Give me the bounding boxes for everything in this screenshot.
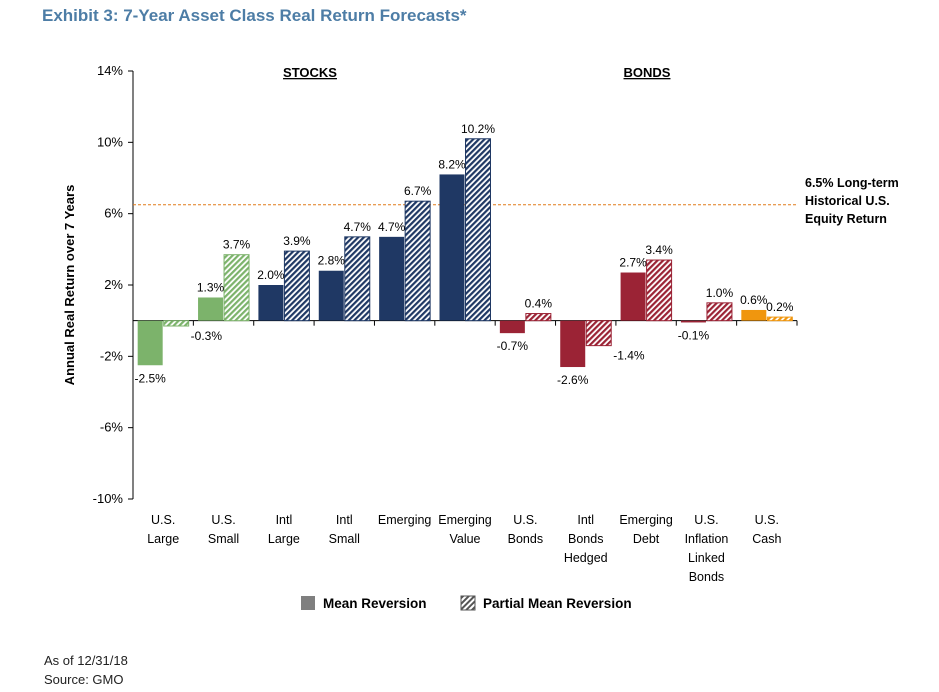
reference-line-label: Historical U.S. bbox=[805, 194, 890, 208]
category-label: Intl bbox=[577, 513, 594, 527]
category-label: Bonds bbox=[689, 570, 724, 584]
data-label: 2.0% bbox=[257, 268, 285, 282]
y-tick-label: -2% bbox=[100, 348, 124, 363]
section-label-stocks: STOCKS bbox=[283, 65, 337, 80]
data-label: 3.9% bbox=[283, 234, 311, 248]
reference-line-label: 6.5% Long-term bbox=[805, 176, 899, 190]
legend-swatch-mean bbox=[301, 596, 315, 610]
bar-chart: -10% -6% -2% 2% 6% 10% 14% Annual Real Return o… bbox=[62, 63, 899, 611]
data-label: 1.3% bbox=[197, 280, 225, 294]
data-label: 8.2% bbox=[438, 157, 466, 171]
category-label: Emerging bbox=[438, 513, 492, 527]
bar-mean-reversion bbox=[741, 309, 767, 321]
section-label-bonds: BONDS bbox=[624, 65, 671, 80]
category-label: U.S. bbox=[151, 513, 175, 527]
category-label: U.S. bbox=[513, 513, 537, 527]
category-label: Value bbox=[449, 532, 480, 546]
data-label: 6.7% bbox=[404, 184, 432, 198]
bar-partial-mean-reversion bbox=[465, 138, 491, 322]
source-note: Source: GMO bbox=[44, 672, 124, 687]
bar-mean-reversion bbox=[258, 285, 284, 321]
y-tick-label: -10% bbox=[93, 491, 124, 506]
category-label: U.S. bbox=[694, 513, 718, 527]
bar-partial-mean-reversion bbox=[646, 259, 673, 322]
y-tick-label: -6% bbox=[100, 420, 124, 435]
data-label: 3.4% bbox=[645, 243, 673, 257]
bar-mean-reversion bbox=[560, 320, 586, 368]
bar-mean-reversion bbox=[137, 320, 163, 366]
category-label: Intl bbox=[336, 513, 353, 527]
bar-partial-mean-reversion bbox=[585, 320, 612, 347]
bar-partial-mean-reversion bbox=[163, 320, 190, 327]
y-tick-label: 10% bbox=[97, 134, 123, 149]
bar-mean-reversion bbox=[680, 320, 706, 323]
data-label: -1.4% bbox=[613, 349, 645, 363]
chart-title: Exhibit 3: 7-Year Asset Class Real Retur… bbox=[42, 6, 467, 25]
data-label: 3.7% bbox=[223, 238, 251, 252]
category-label: Hedged bbox=[564, 551, 608, 565]
data-label: -0.1% bbox=[678, 328, 710, 342]
data-label: -2.6% bbox=[557, 373, 589, 387]
category-label: Emerging bbox=[619, 513, 673, 527]
category-label: U.S. bbox=[755, 513, 779, 527]
data-label: 4.7% bbox=[378, 220, 406, 234]
category-label: Large bbox=[147, 532, 179, 546]
bar-mean-reversion bbox=[499, 320, 525, 334]
y-axis-label: Annual Real Return over 7 Years bbox=[62, 185, 77, 386]
y-tick-label: 14% bbox=[97, 63, 123, 78]
data-label: 10.2% bbox=[461, 122, 495, 136]
bar-mean-reversion bbox=[198, 297, 224, 321]
category-label: Debt bbox=[633, 532, 660, 546]
category-label: Inflation bbox=[685, 532, 729, 546]
category-label: Small bbox=[329, 532, 360, 546]
category-label: Small bbox=[208, 532, 239, 546]
data-label: -2.5% bbox=[135, 371, 167, 385]
data-label: 0.6% bbox=[740, 293, 768, 307]
data-label: 2.7% bbox=[619, 256, 647, 270]
data-label: 2.8% bbox=[318, 254, 346, 268]
bar-mean-reversion bbox=[379, 236, 405, 321]
bar-partial-mean-reversion bbox=[525, 313, 552, 322]
legend-label-mean: Mean Reversion bbox=[323, 596, 427, 611]
data-label: 4.7% bbox=[344, 220, 372, 234]
data-label: 0.4% bbox=[525, 297, 553, 311]
data-label: -0.7% bbox=[497, 339, 529, 353]
as-of-note: As of 12/31/18 bbox=[44, 653, 128, 668]
bar-mean-reversion bbox=[318, 270, 344, 321]
bar-partial-mean-reversion bbox=[766, 316, 793, 322]
category-label: Cash bbox=[752, 532, 781, 546]
category-label: Linked bbox=[688, 551, 725, 565]
category-label: Bonds bbox=[508, 532, 543, 546]
category-label: Intl bbox=[276, 513, 293, 527]
legend-swatch-partial bbox=[460, 595, 476, 611]
category-label: Large bbox=[268, 532, 300, 546]
y-tick-label: 2% bbox=[104, 277, 123, 292]
data-label: 1.0% bbox=[706, 286, 734, 300]
category-label: Emerging bbox=[378, 513, 432, 527]
category-label: Bonds bbox=[568, 532, 603, 546]
reference-line-label: Equity Return bbox=[805, 212, 887, 226]
legend-label-partial: Partial Mean Reversion bbox=[483, 596, 632, 611]
bar-partial-mean-reversion bbox=[404, 200, 431, 322]
y-tick-label: 6% bbox=[104, 206, 123, 221]
bar-mean-reversion bbox=[439, 174, 465, 321]
bar-partial-mean-reversion bbox=[223, 254, 250, 322]
bar-partial-mean-reversion bbox=[706, 302, 733, 322]
bar-mean-reversion bbox=[620, 272, 646, 321]
bar-partial-mean-reversion bbox=[344, 236, 371, 322]
category-label: U.S. bbox=[211, 513, 235, 527]
data-label: -0.3% bbox=[191, 329, 223, 343]
bar-partial-mean-reversion bbox=[283, 250, 310, 322]
data-label: 0.2% bbox=[766, 300, 794, 314]
